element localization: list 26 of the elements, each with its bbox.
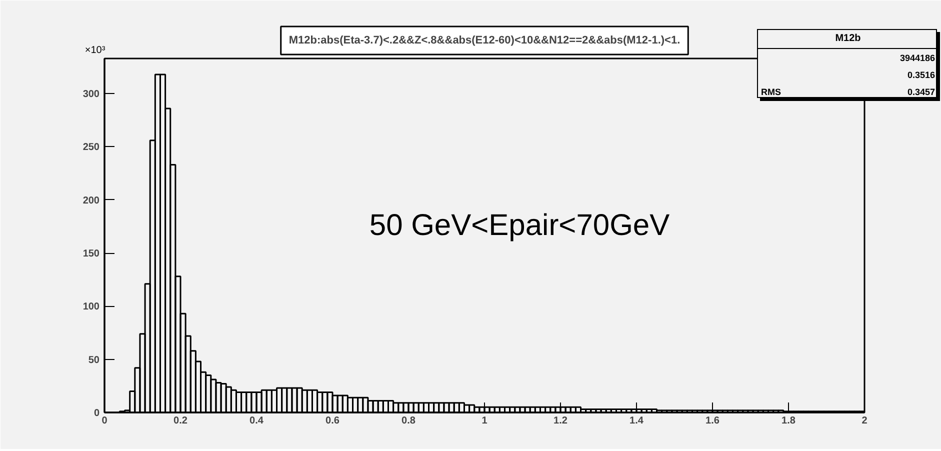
x-tick-label: 0.6	[326, 416, 340, 426]
x-tick-label: 0.4	[250, 416, 264, 426]
y-tick-label: 250	[82, 142, 100, 154]
text: M12b	[835, 33, 861, 45]
x-tick-label: 0.8	[402, 416, 416, 426]
x-tick-label: 0.2	[174, 416, 188, 426]
x-tick-label: 1.8	[782, 416, 796, 426]
y-tick-label: 0	[94, 408, 100, 419]
x-tick-label: 0	[102, 416, 108, 426]
x-tick-label: 1	[482, 416, 488, 426]
text: 3944186	[900, 52, 935, 64]
y-tick-label: 150	[82, 248, 100, 260]
chart-title: M12b:abs(Eta-3.7)<.2&&Z<.8&&abs(E12-60)<10&&N12==2&&abs(M12-1.)<1.	[288, 34, 680, 46]
y-tick-label: 100	[82, 302, 100, 313]
x-tick-label: 1.2	[554, 416, 568, 426]
y-tick-label: 300	[82, 89, 100, 100]
y-tick-label: 200	[82, 195, 100, 206]
text: 0.3516	[907, 69, 935, 81]
x-tick-label: 1.4	[630, 416, 644, 426]
y-tick-label: 50	[88, 354, 100, 366]
annotation: RMS	[761, 86, 781, 98]
text: 0.3457	[907, 86, 935, 98]
x-tick-label: 2	[862, 416, 868, 426]
text: ×10³	[84, 45, 106, 57]
x-tick-label: 1.6	[706, 416, 720, 426]
annotation: 50 GeV<Epair<70GeV	[369, 209, 670, 242]
